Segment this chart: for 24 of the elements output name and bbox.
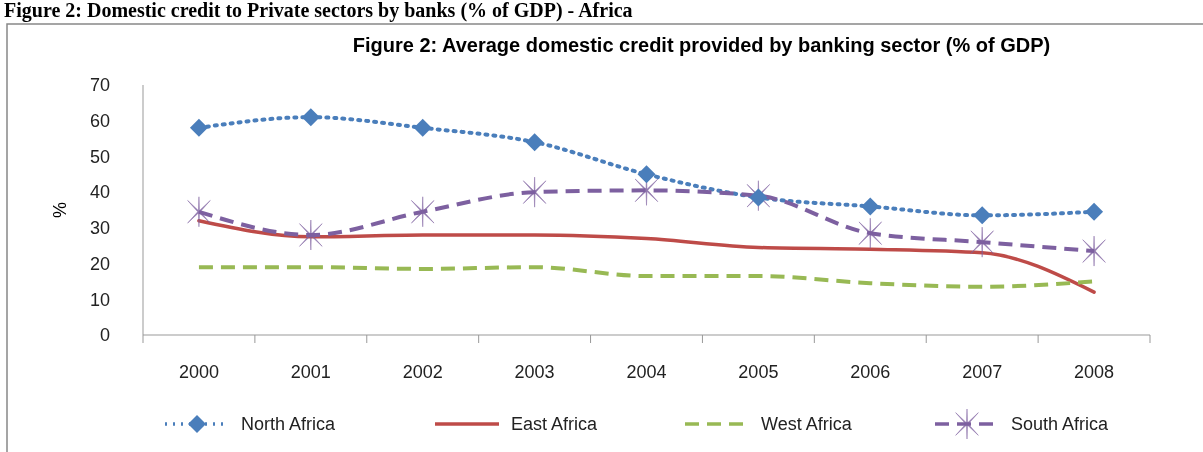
legend-label: West Africa <box>761 414 853 435</box>
y-tick-label: 40 <box>89 182 110 203</box>
x-tick-label: 2000 <box>178 362 219 382</box>
x-tick-label: 2004 <box>626 362 667 382</box>
y-tick-label: 50 <box>89 146 110 167</box>
legend-label: South Africa <box>1011 414 1110 435</box>
y-axis-title: % <box>50 201 70 219</box>
y-tick-label: 0 <box>99 325 110 346</box>
y-tick-label: 70 <box>89 75 110 96</box>
x-tick-label: 2007 <box>962 362 1003 382</box>
legend-label: East Africa <box>511 414 599 435</box>
y-tick-label: 20 <box>89 253 110 274</box>
x-tick-label: 2003 <box>514 362 555 382</box>
x-tick-label: 2006 <box>850 362 891 382</box>
x-tick-label: 2002 <box>402 362 443 382</box>
x-tick-label: 2001 <box>290 362 331 382</box>
y-tick-label: 30 <box>89 218 110 239</box>
legend-label: North Africa <box>241 414 337 435</box>
caption: Figure 2: Domestic credit to Private sectors by banks (% of GDP) - Africa <box>4 0 633 22</box>
x-tick-label: 2008 <box>1074 362 1115 382</box>
x-tick-label: 2005 <box>738 362 779 382</box>
y-tick-label: 10 <box>89 289 110 310</box>
y-tick-label: 60 <box>89 111 110 132</box>
chart-title: Figure 2: Average domestic credit provided by banking sector (% of GDP) <box>352 34 1051 56</box>
